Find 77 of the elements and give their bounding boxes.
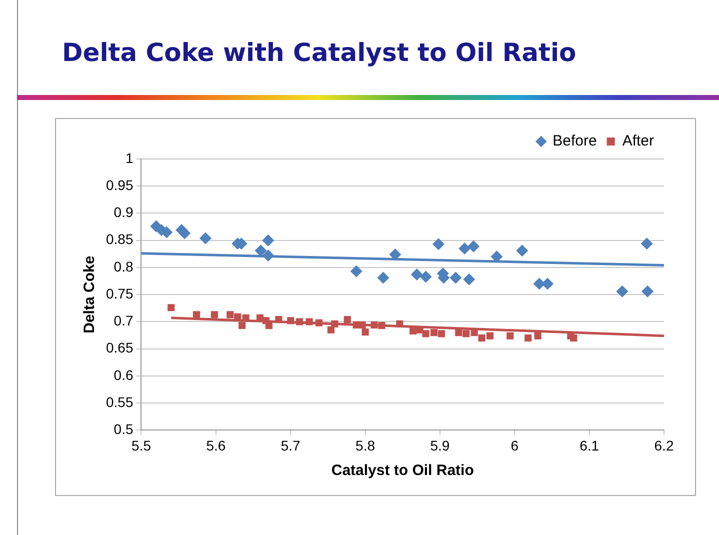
y-tick-label: 0.6 bbox=[114, 366, 134, 383]
point bbox=[524, 334, 532, 342]
point bbox=[468, 240, 480, 252]
point bbox=[642, 285, 654, 298]
y-tick-label: 0.65 bbox=[106, 340, 134, 356]
point bbox=[168, 304, 175, 312]
point bbox=[262, 234, 274, 246]
y-tick-label: 0.75 bbox=[106, 285, 134, 302]
point bbox=[458, 242, 471, 254]
point bbox=[463, 273, 476, 286]
point bbox=[470, 329, 478, 336]
point bbox=[516, 244, 528, 257]
point bbox=[306, 318, 313, 326]
point bbox=[490, 250, 503, 263]
point bbox=[478, 334, 486, 342]
point bbox=[462, 330, 470, 338]
point bbox=[275, 316, 282, 324]
point bbox=[238, 322, 246, 330]
y-tick-label: 0.5 bbox=[114, 421, 134, 438]
point bbox=[327, 326, 334, 334]
point bbox=[178, 227, 191, 240]
point bbox=[534, 332, 542, 340]
point bbox=[570, 334, 578, 342]
x-tick-label: 5.8 bbox=[356, 437, 376, 454]
y-tick-label: 0.7 bbox=[114, 312, 134, 329]
point bbox=[234, 313, 242, 320]
legend-label: Before bbox=[552, 132, 597, 150]
point bbox=[438, 330, 445, 338]
point bbox=[362, 328, 369, 336]
point bbox=[422, 330, 430, 338]
point bbox=[616, 285, 628, 298]
point bbox=[344, 316, 351, 324]
point bbox=[389, 248, 402, 260]
x-tick-label: 5.6 bbox=[206, 437, 226, 454]
point bbox=[262, 250, 274, 262]
y-tick-label: 1 bbox=[125, 150, 134, 166]
point bbox=[358, 321, 366, 329]
point bbox=[378, 322, 386, 330]
y-tick-label: 0.55 bbox=[106, 394, 134, 410]
point bbox=[331, 320, 338, 328]
y-tick-label: 0.85 bbox=[106, 231, 134, 248]
x-tick-label: 6 bbox=[510, 437, 519, 454]
point bbox=[450, 272, 462, 284]
point bbox=[640, 238, 653, 250]
point bbox=[192, 311, 200, 318]
point bbox=[210, 311, 218, 318]
point bbox=[430, 329, 438, 336]
x-tick-label: 6.1 bbox=[580, 437, 600, 454]
x-tick-label: 5.7 bbox=[280, 437, 301, 454]
legend-label: After bbox=[622, 132, 654, 150]
point bbox=[542, 278, 554, 290]
x-tick-label: 5.9 bbox=[430, 437, 450, 454]
point bbox=[287, 317, 294, 324]
point bbox=[370, 321, 378, 329]
point bbox=[410, 268, 423, 281]
point bbox=[432, 238, 444, 250]
point bbox=[296, 318, 304, 326]
point bbox=[396, 320, 404, 328]
point bbox=[315, 319, 323, 326]
x-tick-label: 6.2 bbox=[654, 437, 674, 454]
point bbox=[199, 232, 212, 244]
point bbox=[226, 311, 234, 318]
point bbox=[455, 329, 462, 336]
point bbox=[265, 322, 272, 330]
point bbox=[350, 265, 362, 278]
x-tick-label: 5.5 bbox=[132, 437, 152, 454]
y-tick-label: 0.95 bbox=[106, 176, 134, 193]
y-axis-title: Delta Coke bbox=[81, 256, 98, 334]
point bbox=[420, 270, 432, 283]
point bbox=[410, 327, 417, 334]
y-tick-label: 0.9 bbox=[114, 204, 134, 220]
point bbox=[506, 332, 514, 340]
x-axis-title: Catalyst to Oil Ratio bbox=[331, 462, 474, 480]
point bbox=[377, 272, 390, 284]
point bbox=[486, 332, 494, 340]
y-tick-label: 0.8 bbox=[114, 258, 134, 274]
chart-title: Delta Coke with Catalyst to Oil Ratio bbox=[62, 38, 576, 67]
